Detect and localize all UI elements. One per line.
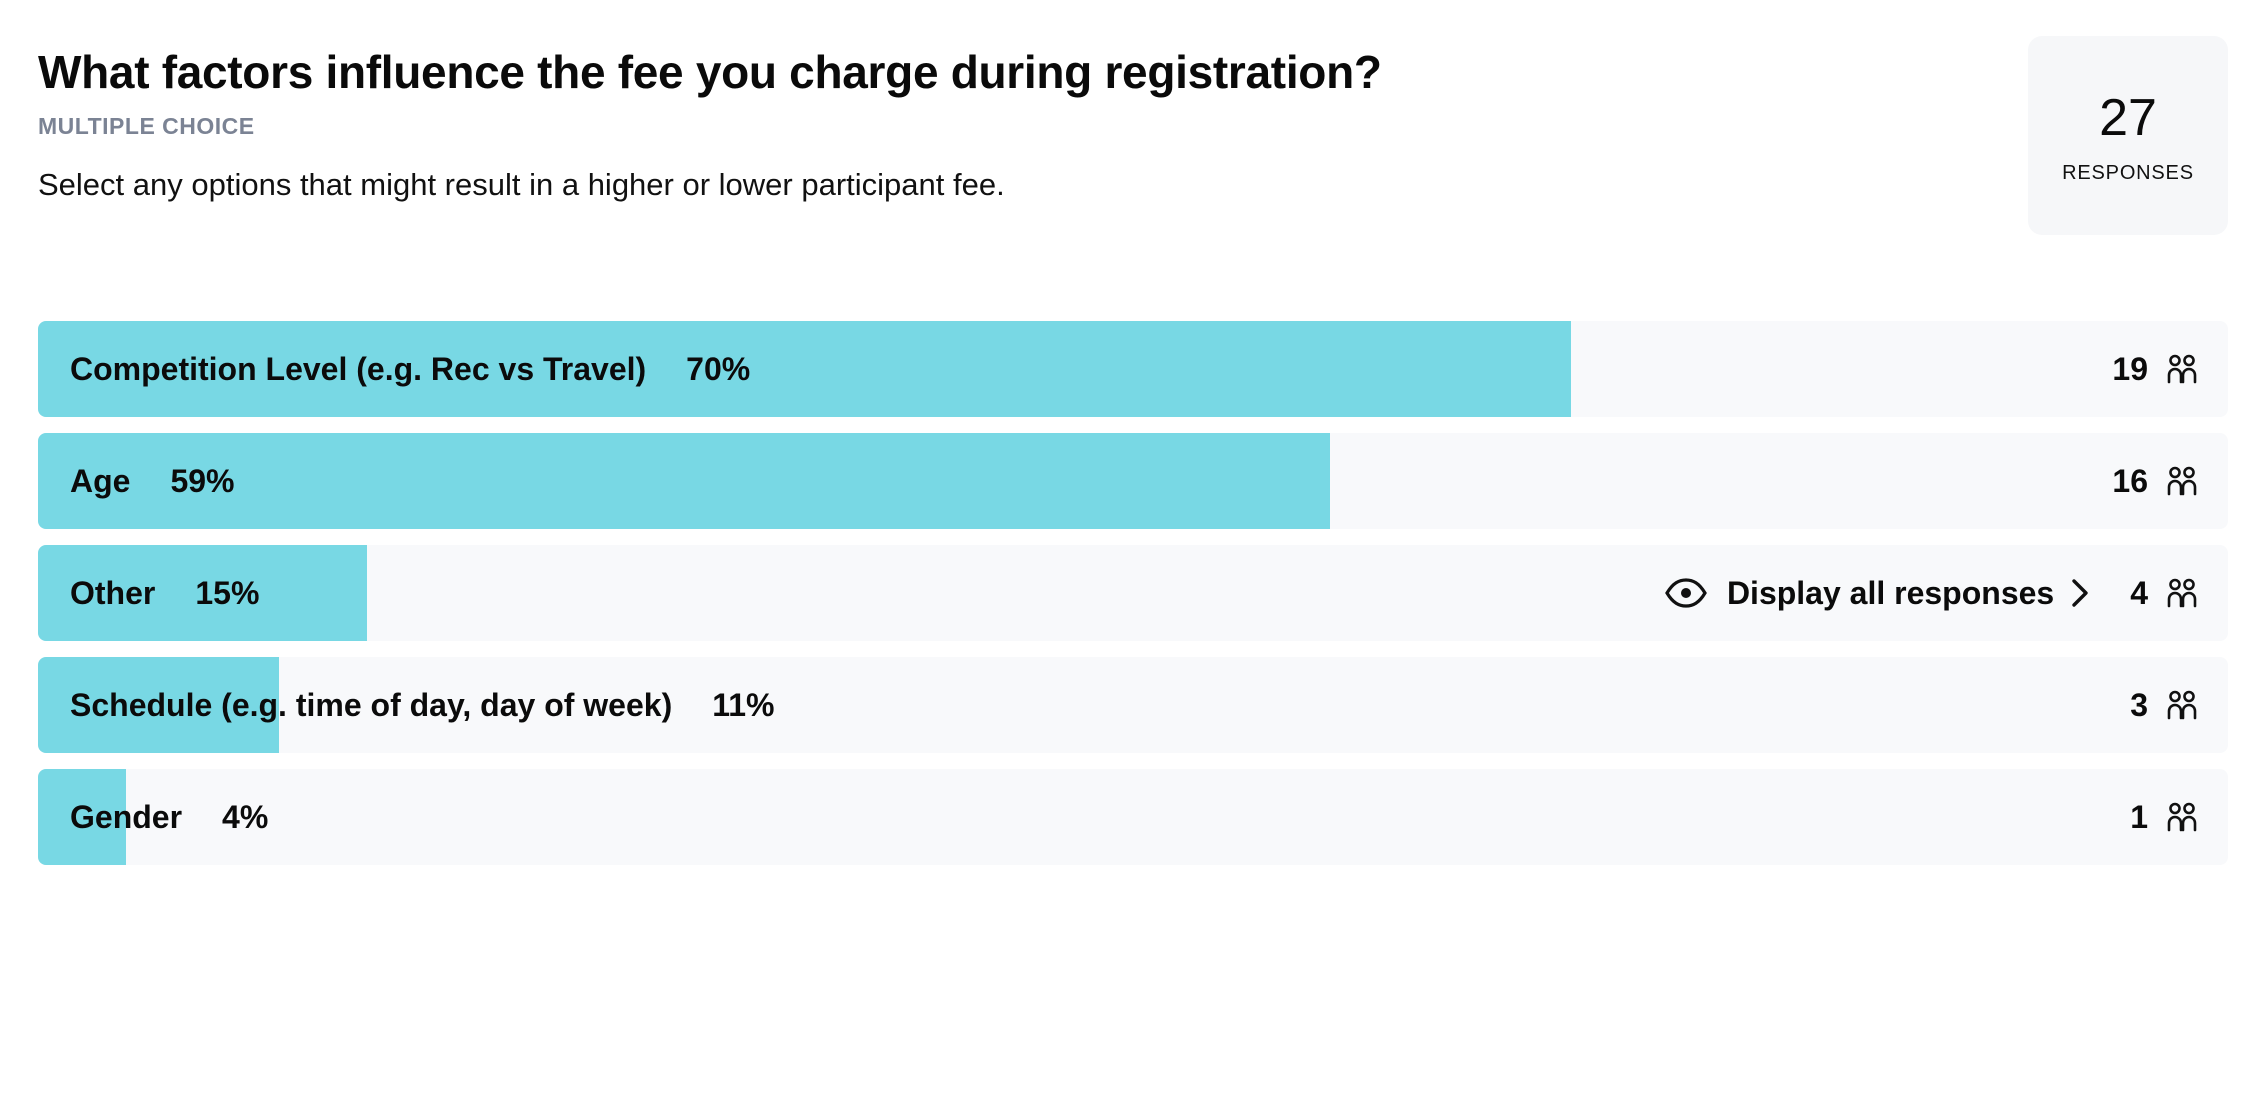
option-row: Schedule (e.g. time of day, day of week)… <box>38 657 2228 753</box>
option-row: Other 15% Display all responses 4 <box>38 545 2228 641</box>
option-percent: 59% <box>170 462 235 499</box>
option-left: Competition Level (e.g. Rec vs Travel) 70… <box>70 321 750 417</box>
option-label: Competition Level (e.g. Rec vs Travel) <box>70 350 647 387</box>
option-bar-fill <box>38 545 367 641</box>
option-percent: 15% <box>195 574 260 611</box>
display-all-responses-button[interactable]: Display all responses <box>1665 575 2090 612</box>
option-right: Display all responses 4 <box>1665 545 2198 641</box>
option-response-count: 4 <box>2130 574 2148 611</box>
question-header: What factors influence the fee you charg… <box>38 36 2228 286</box>
question-results: What factors influence the fee you charg… <box>38 36 2228 881</box>
option-response-count: 1 <box>2130 798 2148 835</box>
option-row: Age 59% 16 <box>38 433 2228 529</box>
option-left: Gender 4% <box>70 769 268 865</box>
chevron-right-icon <box>2070 577 2090 609</box>
option-label: Age <box>70 462 131 499</box>
option-label: Gender <box>70 798 183 835</box>
question-type-label: MULTIPLE CHOICE <box>38 113 255 139</box>
option-bar-fill <box>38 433 1331 529</box>
display-all-responses-label: Display all responses <box>1726 574 2055 611</box>
option-label: Other <box>70 574 156 611</box>
option-right: 16 <box>2112 433 2198 529</box>
option-row: Gender 4% 1 <box>38 769 2228 865</box>
people-icon <box>2166 577 2198 609</box>
option-bar-fill <box>38 657 279 753</box>
option-label: Schedule (e.g. time of day, day of week) <box>70 686 673 723</box>
people-icon <box>2166 465 2198 497</box>
option-percent: 11% <box>712 686 775 723</box>
option-percent: 4% <box>222 798 269 835</box>
question-description: Select any options that might result in … <box>38 167 1005 202</box>
option-left: Other 15% <box>70 545 259 641</box>
people-icon <box>2166 801 2198 833</box>
responses-count: 27 <box>2099 89 2157 147</box>
option-bar-fill <box>38 321 1571 417</box>
option-response-count: 16 <box>2112 462 2148 499</box>
option-results-list: Competition Level (e.g. Rec vs Travel) 70… <box>38 321 2228 865</box>
question-title: What factors influence the fee you charg… <box>38 46 1382 98</box>
option-right: 19 <box>2112 321 2198 417</box>
option-right: 3 <box>2130 657 2198 753</box>
option-percent: 70% <box>686 350 751 387</box>
people-icon <box>2166 689 2198 721</box>
people-icon <box>2166 353 2198 385</box>
eye-icon <box>1665 578 1707 608</box>
option-response-count: 19 <box>2112 350 2148 387</box>
option-left: Schedule (e.g. time of day, day of week)… <box>70 657 775 753</box>
option-left: Age 59% <box>70 433 235 529</box>
option-bar-fill <box>38 769 126 865</box>
option-row: Competition Level (e.g. Rec vs Travel) 70… <box>38 321 2228 417</box>
responses-summary-card: 27 RESPONSES <box>2028 36 2228 235</box>
responses-label: RESPONSES <box>2062 162 2194 184</box>
option-right: 1 <box>2130 769 2198 865</box>
option-response-count: 3 <box>2130 686 2148 723</box>
